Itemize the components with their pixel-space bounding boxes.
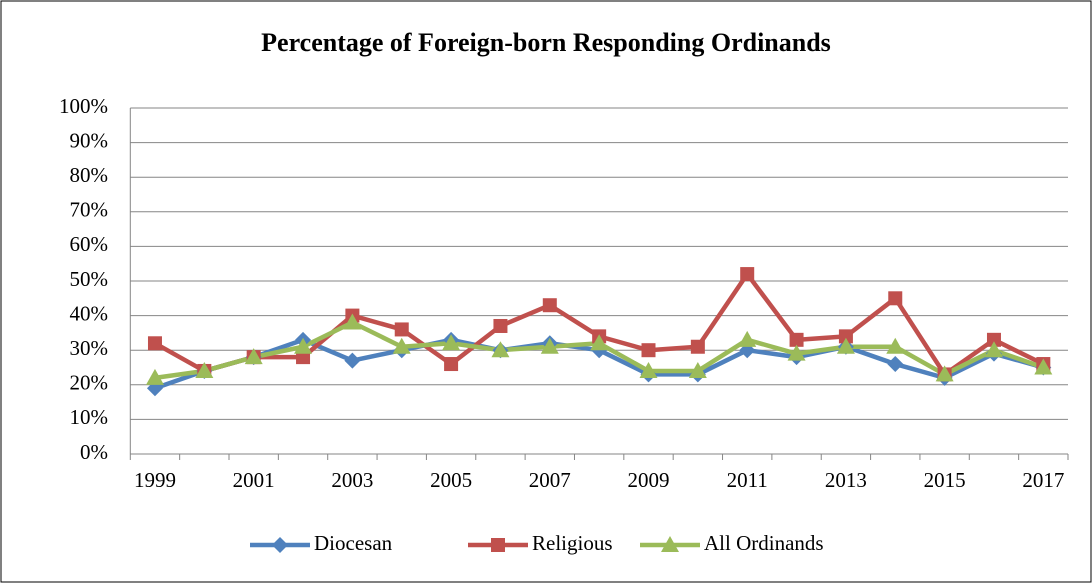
data-point <box>986 332 1001 347</box>
data-point <box>787 344 806 361</box>
x-tick-label: 2009 <box>628 468 670 492</box>
chart-title: Percentage of Foreign-born Responding Or… <box>261 28 831 57</box>
y-tick-label: 60% <box>70 232 109 256</box>
data-point <box>392 337 411 354</box>
data-point <box>344 352 361 369</box>
y-tick-label: 0% <box>80 440 108 464</box>
data-point <box>690 339 705 354</box>
data-point <box>888 291 903 306</box>
y-tick-label: 30% <box>70 336 109 360</box>
legend-label: Religious <box>532 531 613 555</box>
x-tick-label: 2007 <box>529 468 571 492</box>
x-tick-label: 2015 <box>924 468 966 492</box>
data-point <box>493 318 508 333</box>
legend-label: Diocesan <box>314 531 393 555</box>
data-point <box>935 365 954 382</box>
data-point <box>491 341 510 358</box>
data-point <box>738 330 757 347</box>
data-point <box>343 313 362 330</box>
data-point <box>394 322 409 337</box>
x-tick-label: 2017 <box>1022 468 1064 492</box>
data-point <box>244 348 263 365</box>
x-tick-label: 2003 <box>331 468 373 492</box>
data-point <box>540 337 559 354</box>
x-tick-label: 2001 <box>233 468 275 492</box>
x-tick-label: 2013 <box>825 468 867 492</box>
x-tick-label: 1999 <box>134 468 176 492</box>
data-point <box>688 361 707 378</box>
data-point <box>145 368 164 385</box>
data-point <box>195 361 214 378</box>
y-tick-label: 100% <box>59 94 108 118</box>
data-point <box>740 267 755 282</box>
data-point <box>590 334 609 351</box>
x-tick-label: 2005 <box>430 468 472 492</box>
data-point <box>294 337 313 354</box>
data-point <box>542 298 557 313</box>
legend-marker <box>491 538 505 552</box>
data-point <box>838 329 853 344</box>
data-point <box>836 337 855 354</box>
data-point <box>1034 358 1053 375</box>
data-point <box>641 343 656 358</box>
data-point <box>789 332 804 347</box>
y-tick-label: 40% <box>70 301 109 325</box>
data-point <box>147 336 162 351</box>
data-point <box>984 341 1003 358</box>
legend-marker <box>661 536 679 552</box>
data-point <box>887 356 904 373</box>
legend-marker <box>272 537 288 553</box>
data-point <box>639 361 658 378</box>
y-tick-label: 70% <box>70 198 109 222</box>
data-point <box>444 357 459 372</box>
y-tick-label: 80% <box>70 163 109 187</box>
x-tick-label: 2011 <box>727 468 768 492</box>
y-tick-label: 90% <box>70 128 109 152</box>
data-point <box>886 337 905 354</box>
y-tick-label: 10% <box>70 405 109 429</box>
y-tick-label: 20% <box>70 371 109 395</box>
legend-label: All Ordinands <box>704 531 824 555</box>
y-tick-label: 50% <box>70 267 109 291</box>
data-point <box>442 334 461 351</box>
